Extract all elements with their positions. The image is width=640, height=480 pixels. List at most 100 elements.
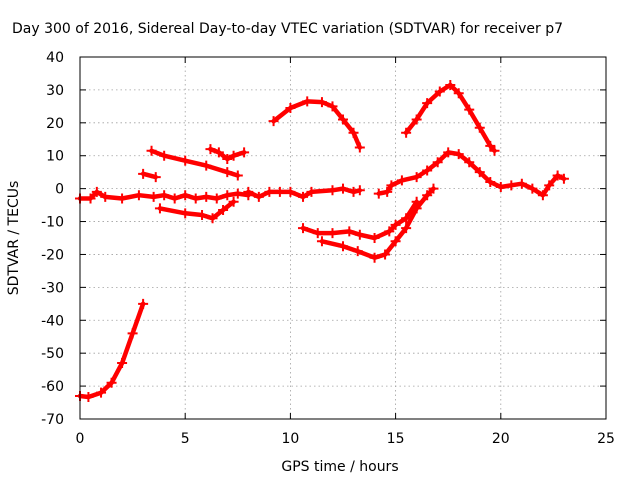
data-point-marker	[243, 186, 254, 197]
data-series-seg8	[271, 99, 363, 150]
data-layer	[75, 79, 569, 402]
data-point-marker	[228, 150, 239, 161]
data-point-marker	[354, 142, 365, 153]
data-point-marker	[91, 186, 102, 197]
data-series-seg12	[403, 82, 497, 154]
data-point-marker	[228, 196, 239, 207]
data-point-marker	[316, 236, 327, 247]
data-point-marker	[169, 193, 180, 204]
y-tick-label: 0	[55, 182, 64, 198]
data-point-marker	[348, 127, 359, 138]
data-point-marker	[159, 150, 170, 161]
data-point-marker	[85, 193, 96, 204]
data-point-marker	[239, 147, 250, 158]
y-tick-label: 40	[46, 50, 64, 66]
data-point-marker	[552, 170, 563, 181]
x-tick-label: 0	[76, 431, 85, 447]
data-point-marker	[285, 186, 296, 197]
data-point-marker	[428, 183, 439, 194]
data-point-marker	[127, 328, 138, 339]
data-point-marker	[401, 127, 412, 138]
data-point-marker	[354, 229, 365, 240]
y-tick-label: -70	[41, 412, 64, 428]
data-point-marker	[489, 145, 500, 156]
data-series-seg2	[77, 189, 251, 201]
data-point-marker	[253, 191, 264, 202]
data-point-marker	[396, 175, 407, 186]
data-point-marker	[211, 193, 222, 204]
data-point-marker	[369, 233, 380, 243]
y-tick-label: -40	[41, 313, 64, 329]
data-point-marker	[369, 252, 380, 263]
data-point-marker	[205, 144, 216, 155]
data-point-marker	[443, 147, 454, 158]
data-point-marker	[327, 228, 338, 239]
data-point-marker	[453, 88, 464, 99]
data-point-marker	[411, 203, 422, 214]
data-point-marker	[474, 122, 485, 133]
y-tick-label: -20	[41, 247, 64, 263]
data-series-seg9	[300, 199, 419, 241]
x-tick-label: 5	[181, 431, 190, 447]
chart-title: Day 300 of 2016, Sidereal Day-to-day VTE…	[12, 21, 563, 37]
data-point-marker	[386, 180, 397, 191]
data-point-marker	[150, 172, 161, 183]
data-point-marker	[338, 114, 348, 125]
data-point-marker	[96, 387, 107, 398]
data-point-marker	[306, 186, 317, 197]
data-point-marker	[207, 213, 218, 224]
y-tick-label: -50	[41, 346, 64, 362]
y-tick-label: -60	[41, 379, 64, 395]
data-point-marker	[285, 103, 296, 114]
data-point-marker	[537, 190, 548, 201]
data-point-marker	[146, 145, 157, 156]
data-point-marker	[474, 167, 485, 178]
x-tick-label: 20	[492, 431, 510, 447]
data-point-marker	[138, 168, 149, 179]
y-tick-label: 20	[46, 116, 64, 132]
data-point-marker	[197, 209, 208, 220]
data-point-marker	[222, 190, 233, 201]
data-point-marker	[268, 116, 279, 127]
data-point-marker	[373, 188, 384, 199]
data-point-marker	[432, 157, 443, 168]
data-point-marker	[422, 98, 433, 109]
data-point-marker	[298, 191, 309, 202]
data-point-marker	[180, 208, 191, 219]
data-point-marker	[338, 241, 348, 252]
data-point-marker	[453, 149, 464, 160]
y-tick-label: -30	[41, 280, 64, 296]
data-point-marker	[190, 193, 201, 204]
data-point-marker	[495, 181, 506, 192]
x-tick-label: 10	[281, 431, 299, 447]
data-point-marker	[464, 157, 475, 168]
data-point-marker	[344, 226, 355, 237]
data-point-marker	[201, 191, 212, 202]
data-point-marker	[117, 193, 128, 204]
data-point-marker	[201, 160, 212, 171]
data-point-marker	[411, 172, 422, 183]
data-point-marker	[222, 154, 233, 165]
data-point-marker	[390, 219, 401, 230]
data-point-marker	[148, 191, 159, 202]
data-point-marker	[348, 186, 359, 197]
data-point-marker	[506, 180, 517, 191]
data-point-marker	[380, 249, 391, 260]
data-point-marker	[274, 186, 285, 197]
data-point-marker	[180, 155, 191, 166]
data-point-marker	[464, 104, 475, 115]
data-point-marker	[544, 180, 555, 191]
data-point-marker	[213, 147, 224, 158]
data-point-marker	[232, 170, 243, 181]
data-point-marker	[222, 167, 233, 178]
data-point-marker	[382, 186, 393, 197]
x-tick-label: 15	[387, 431, 405, 447]
data-point-marker	[180, 190, 191, 201]
data-point-marker	[316, 97, 327, 108]
grid-layer	[80, 57, 606, 419]
data-point-marker	[327, 185, 338, 196]
data-point-marker	[434, 86, 445, 97]
data-point-marker	[445, 79, 456, 90]
data-point-marker	[298, 223, 309, 234]
